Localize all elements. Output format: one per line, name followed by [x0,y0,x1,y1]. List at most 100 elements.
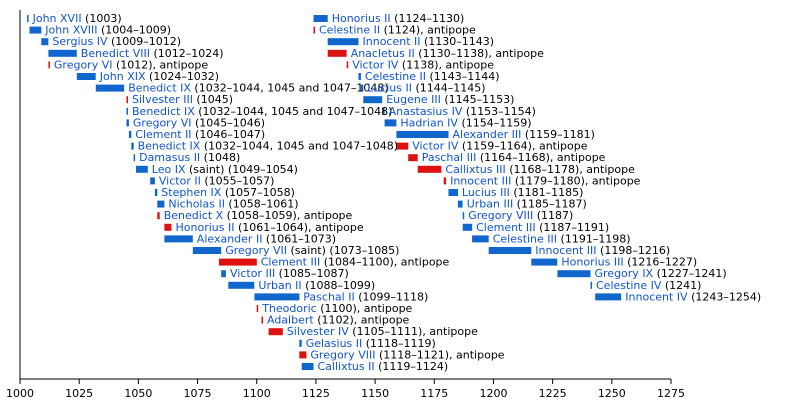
pope-name[interactable]: Honorius III [561,256,623,269]
pope-name[interactable]: Gregory VII [225,244,287,257]
reign-bar [448,189,458,196]
pope-name[interactable]: Hadrian IV [400,116,458,129]
reign-label: Anacletus II (1130–1138), antipope [351,47,544,60]
pope-name[interactable]: Silvester III [132,93,193,106]
pope-name[interactable]: Innocent II [363,35,421,48]
pope-name[interactable]: John XIX [99,70,146,83]
pope-name[interactable]: Adalbert [267,314,314,327]
pope-name[interactable]: Nicholas II [168,198,225,211]
pope-name[interactable]: Paschal III [422,151,477,164]
reign-bar [126,107,128,115]
pope-name[interactable]: Victor III [230,267,275,280]
pope-name[interactable]: John XVIII [44,24,97,37]
x-tick-label: 1050 [124,387,152,400]
reign-bar [48,49,77,57]
reign-years: (1048) [200,151,240,164]
reign-years: (1012–1024) [150,47,224,60]
pope-name[interactable]: Benedict IX [128,82,191,95]
pope-name[interactable]: Lucius II [367,82,412,95]
reign-years: (1118–1119) [362,337,436,350]
pope-name[interactable]: Leo IX [152,163,186,176]
pope-name[interactable]: Honorius II [176,221,235,234]
reign-label: Gregory VI (1045–1046) [133,116,265,129]
pope-name[interactable]: Benedict IX [138,140,201,153]
reign-label: Gregory IX (1227–1241) [595,267,727,280]
pope-name[interactable]: Damasus II [139,151,200,164]
pope-name[interactable]: Clement II [135,128,191,141]
reign-years: (1084–1100), antipope [320,256,449,269]
x-tick-label: 1250 [598,387,626,400]
reign-label: Adalbert (1102), antipope [267,314,410,327]
reign-bar [595,293,622,301]
x-tick-label: 1100 [243,387,271,400]
reign-bar [382,107,385,115]
reign-years: (1198–1216) [597,244,671,257]
reign-label: Alexander II (1061–1073) [197,232,336,245]
pope-name[interactable]: Innocent III [535,244,596,257]
pope-name[interactable]: Honorius II [332,12,391,25]
reign-years: (1012), antipope [112,58,208,71]
pope-name[interactable]: Victor IV [412,140,459,153]
pope-name[interactable]: Innocent IV [625,290,688,303]
reign-bar [164,235,193,243]
reign-label: Anastasius IV (1153–1154) [389,105,536,118]
reign-label: Innocent III (1198–1216) [535,244,670,257]
pope-name[interactable]: Alexander III [453,128,522,141]
reign-years: (1138), antipope [398,58,494,71]
reign-years: (1032–1044, 1045 and 1047–1048) [195,105,393,118]
pope-name[interactable]: Paschal II [303,290,354,303]
reign-years: (1185–1187) [513,198,587,211]
reign-label: Lucius II (1144–1145) [367,82,485,95]
pope-name[interactable]: Victor II [159,174,201,187]
pope-name[interactable]: Clement III [261,256,321,269]
pope-name[interactable]: Celestine II [319,24,380,37]
pope-name[interactable]: Clement III [476,221,536,234]
pope-name[interactable]: Stephen IX [161,186,221,199]
pope-name[interactable]: Urban III [467,198,514,211]
pope-name[interactable]: Anacletus II [351,47,415,60]
pope-name[interactable]: Sergius IV [52,35,108,48]
pope-name[interactable]: Alexander II [197,232,263,245]
reign-label: Urban III (1185–1187) [467,198,587,211]
pope-name[interactable]: Gregory IX [595,267,654,280]
pope-name[interactable]: Urban II [258,279,301,292]
reign-label: Victor II (1055–1057) [159,174,275,187]
pope-name[interactable]: Gelasius II [306,337,363,350]
pope-name[interactable]: Celestine IV [596,279,662,292]
reign-label: Clement III (1187–1191) [476,221,609,234]
pope-name[interactable]: Innocent III [450,174,511,187]
pope-name[interactable]: Gregory VIII [310,348,375,361]
pope-name[interactable]: Callixtus II [318,360,375,373]
pope-name[interactable]: Benedict IX [132,105,195,118]
x-tick-label: 1000 [6,387,34,400]
reign-years: (1119–1124) [375,360,449,373]
pope-name[interactable]: Victor IV [352,58,399,71]
reign-bar [443,177,447,185]
reign-bar [154,189,158,196]
reign-bar [590,281,592,289]
pope-name[interactable]: John XVII [32,12,82,25]
pope-name[interactable]: Silvester IV [287,325,349,338]
pope-name[interactable]: Callixtus III [445,163,505,176]
reign-years: (1227–1241) [653,267,727,280]
pope-name[interactable]: Benedict X [164,209,224,222]
x-tick-label: 1125 [302,387,330,400]
reign-years: (1243–1254) [688,290,762,303]
reign-label: Clement III (1084–1100), antipope [261,256,450,269]
pope-name[interactable]: Gregory VI [133,116,192,129]
pope-name[interactable]: Anastasius IV [389,105,463,118]
reign-label: Victor III (1085–1087) [230,267,349,280]
reign-years: (1061–1073) [262,232,336,245]
pope-name[interactable]: Celestine II [365,70,426,83]
pope-name[interactable]: Gregory VI [54,58,113,71]
reign-bar [299,351,307,359]
pope-name[interactable]: Lucius III [462,186,510,199]
pope-name[interactable]: Gregory VIII [468,209,533,222]
reign-label: Silvester IV (1105–1111), antipope [287,325,478,338]
pope-name[interactable]: Celestine III [493,232,557,245]
pope-name[interactable]: Benedict VIII [81,47,150,60]
pope-name[interactable]: Theodoric [261,302,317,315]
reign-label: Celestine II (1143–1144) [365,70,500,83]
pope-name[interactable]: Eugene III [386,93,441,106]
